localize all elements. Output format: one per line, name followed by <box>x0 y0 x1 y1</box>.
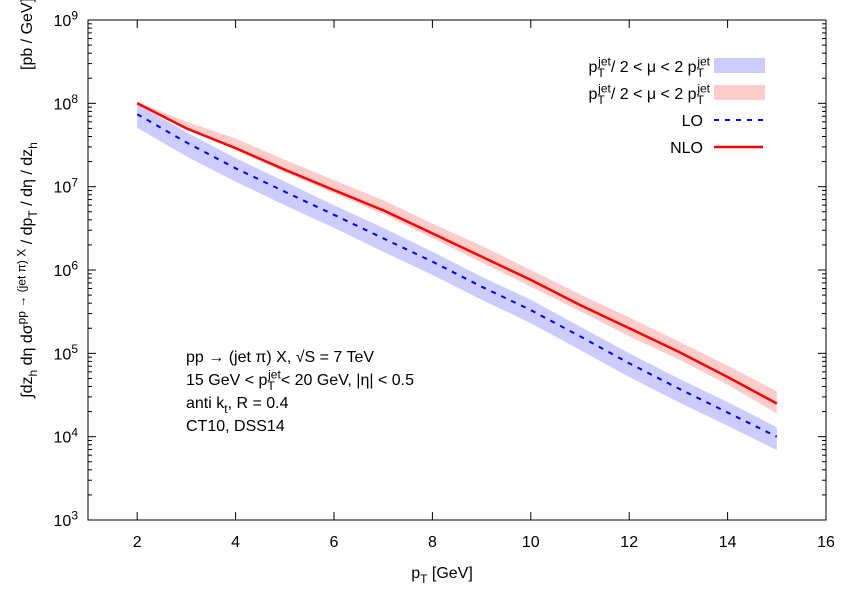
x-tick-label: 2 <box>133 534 142 551</box>
legend-label-lo: LO <box>682 113 703 130</box>
line-nlo <box>136 102 778 405</box>
legend-swatch-band-2 <box>714 85 765 100</box>
axis-ticks <box>88 19 827 521</box>
y-axis-unit: [pb / GeV] <box>19 0 36 70</box>
line-lo <box>136 113 778 438</box>
y-tick-label: 104 <box>54 425 79 446</box>
y-tick-label: 109 <box>54 9 79 30</box>
y-tick-label: 108 <box>54 92 79 113</box>
band-2 <box>137 101 777 414</box>
x-tick-label: 10 <box>522 534 540 551</box>
legend-label-band-2: pTjet/ 2 < μ < 2 pTjet <box>589 82 711 107</box>
x-tick-label: 8 <box>428 534 437 551</box>
x-tick-label: 16 <box>817 534 835 551</box>
annotation-line-1: pp → (jet π) X, √S = 7 TeV <box>186 349 374 366</box>
series-lines <box>136 102 778 438</box>
y-axis-label-group: ∫dzh dη dσpp → (jet π) X / dpT / dη / dz… <box>15 0 40 399</box>
legend-label-band-1: pTjet/ 2 < μ < 2 pTjet <box>589 55 711 80</box>
y-tick-label: 105 <box>54 342 79 363</box>
y-tick-label: 107 <box>54 175 79 196</box>
annotation-line-3: anti kt, R = 0.4 <box>186 395 289 416</box>
y-tick-label: 106 <box>54 259 79 280</box>
x-tick-label: 6 <box>330 534 339 551</box>
legend-swatch-band-1 <box>714 58 765 73</box>
y-axis-label: ∫dzh dη dσpp → (jet π) X / dpT / dη / dz… <box>15 142 40 399</box>
legend-label-nlo: NLO <box>670 140 703 157</box>
x-tick-label: 12 <box>620 534 638 551</box>
chart-texts: 2 4 6 8 10 12 14 16 103 104 105 106 107 108 109 pT [GeV… <box>15 0 835 586</box>
annotation-line-4: CT10, DSS14 <box>186 418 285 435</box>
annotation-line-2: 15 GeV < pTjet< 20 GeV, |η| < 0.5 <box>186 368 414 393</box>
band-1 <box>137 104 777 451</box>
x-tick-label: 14 <box>719 534 737 551</box>
x-tick-label: 4 <box>231 534 240 551</box>
uncertainty-bands <box>137 101 777 451</box>
x-axis-label: pT [GeV] <box>411 565 473 586</box>
y-tick-label: 103 <box>54 509 79 530</box>
